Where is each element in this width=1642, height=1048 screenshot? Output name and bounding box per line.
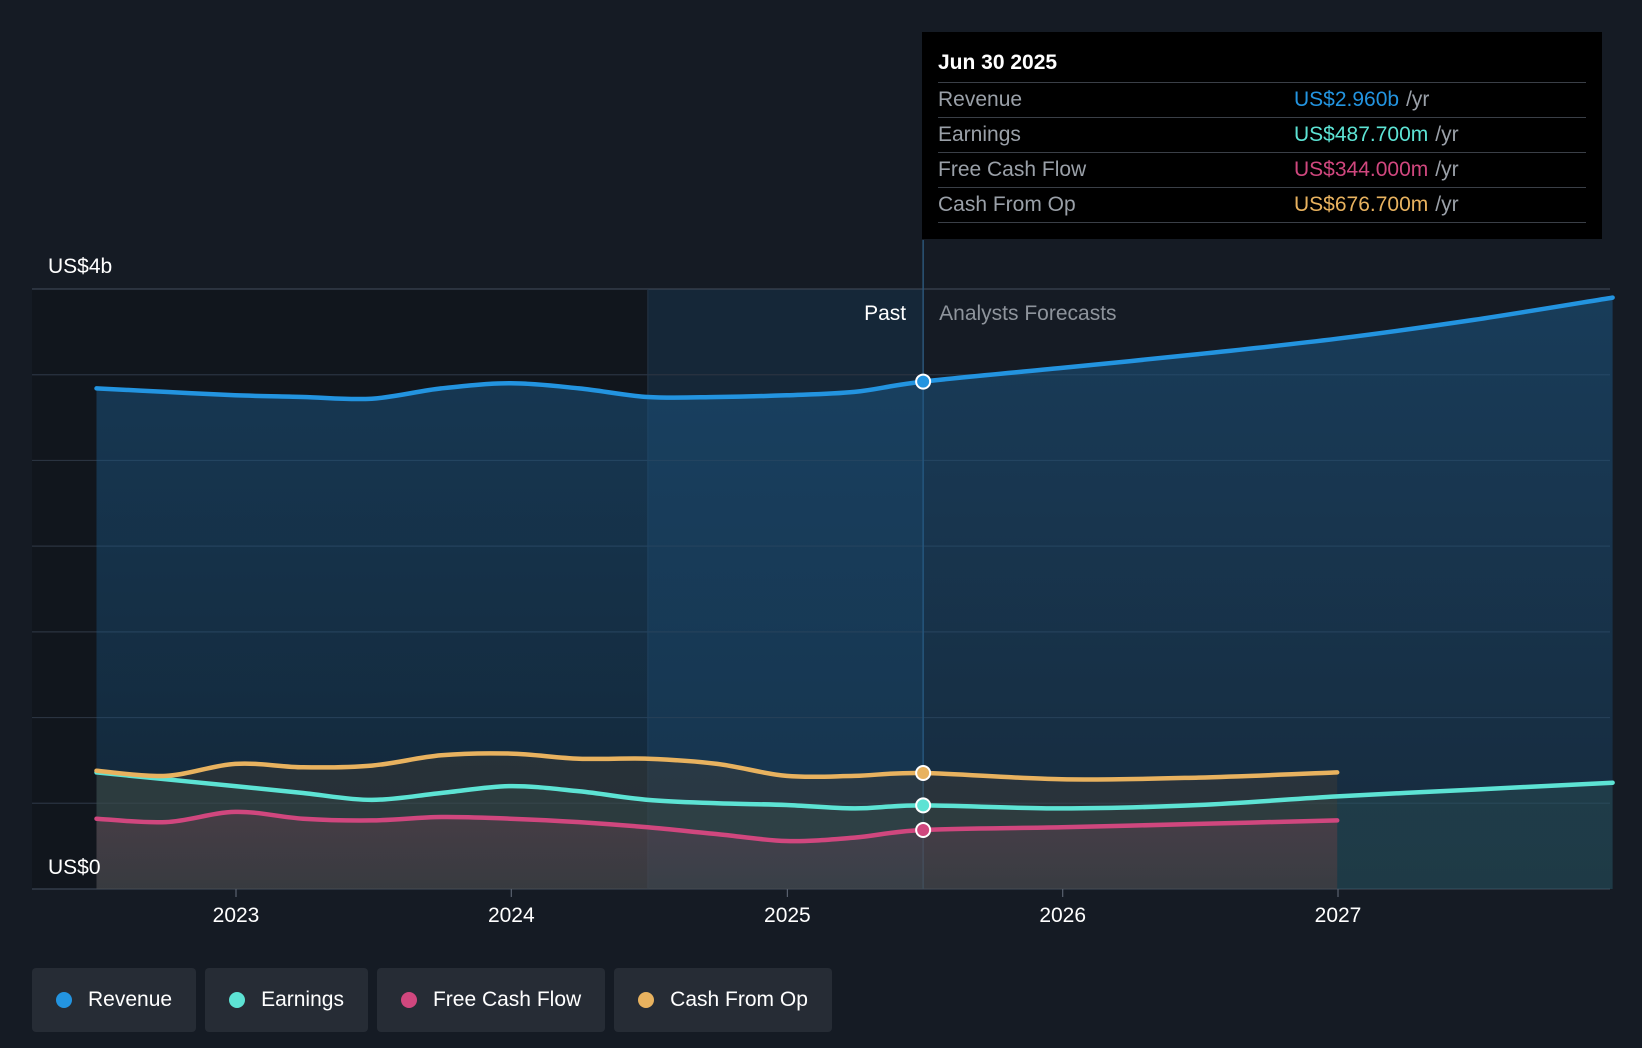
tooltip-row-cash-from-op: Cash From Op US$676.700m /yr [938,188,1586,223]
legend-dot-icon [400,992,417,1008]
tooltip-date: Jun 30 2025 [938,46,1586,83]
x-tick-label: 2027 [1315,904,1362,927]
tooltip-label: Revenue [938,88,1023,111]
legend-dot-icon [229,992,246,1008]
revenue-marker [915,373,932,390]
legend-item-revenue[interactable]: Revenue [32,968,197,1032]
tooltip-unit: /yr [1435,123,1459,146]
legend-label: Revenue [88,988,173,1011]
legend-dot-icon [56,992,72,1008]
x-tick-label: 2026 [1039,904,1086,927]
tooltip-value: US$344.000m [1294,158,1429,181]
x-tick-label: 2023 [213,904,260,927]
free-cash-flow-line [94,809,1340,844]
legend-item-cash-from-op[interactable]: Cash From Op [614,968,832,1032]
cash-from-op-area [96,753,1338,889]
legend-label: Free Cash Flow [432,988,582,1011]
cash-from-op-line [94,751,1340,782]
forecast-label: Analysts Forecasts [939,302,1116,325]
tooltip-row-revenue: Revenue US$2.960b /yr [938,83,1586,118]
tooltip-unit: /yr [1435,158,1459,181]
tooltip-row-earnings: Earnings US$487.700m /yr [938,118,1586,153]
legend-label: Cash From Op [670,988,808,1011]
y-axis-min-label: US$0 [48,856,101,879]
earnings-marker [915,797,932,814]
cash-from-op-marker [915,764,932,781]
revenue-area [96,297,1613,890]
legend-item-earnings[interactable]: Earnings [205,968,368,1032]
past-label: Past [864,302,906,325]
legend-item-free-cash-flow[interactable]: Free Cash Flow [376,968,606,1032]
revenue-line [94,295,1615,402]
free-cash-flow-marker [915,822,932,839]
tooltip-unit: /yr [1435,193,1459,216]
tooltip-label: Earnings [938,123,1021,146]
hover-tooltip: Jun 30 2025 Revenue US$2.960b /yr Earnin… [922,32,1602,239]
y-axis-max-label: US$4b [48,255,112,278]
free-cash-flow-area [96,811,1338,889]
chart-legend: Revenue Earnings Free Cash Flow Cash Fro… [32,968,832,1032]
legend-dot-icon [638,992,655,1008]
tooltip-label: Free Cash Flow [938,158,1087,181]
x-tick-label: 2024 [488,904,535,927]
tooltip-value: US$676.700m [1294,193,1429,216]
earnings-line [94,770,1615,811]
legend-label: Earnings [261,988,344,1011]
tooltip-label: Cash From Op [938,193,1076,216]
tooltip-row-free-cash-flow: Free Cash Flow US$344.000m /yr [938,153,1586,188]
tooltip-value: US$2.960b [1294,88,1400,111]
tooltip-value: US$487.700m [1294,123,1429,146]
tooltip-unit: /yr [1406,88,1430,111]
x-tick-label: 2025 [764,904,811,927]
